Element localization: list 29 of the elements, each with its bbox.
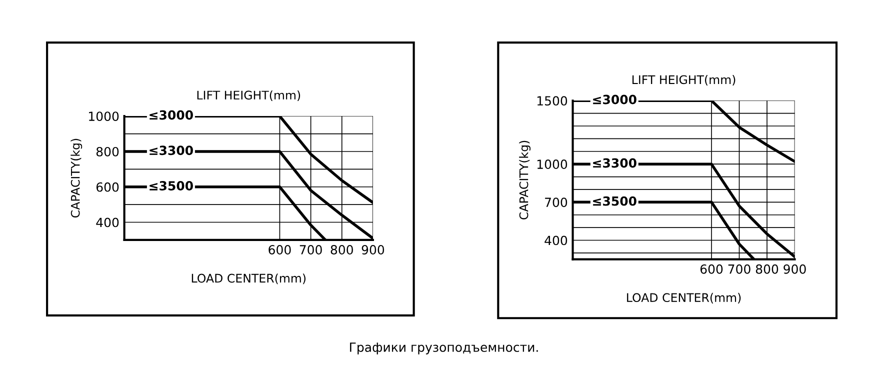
y-tick-label: 800 bbox=[96, 146, 119, 156]
x-tick-label: 600 bbox=[268, 245, 291, 254]
y-tick-label: 1000 bbox=[537, 160, 568, 170]
text: Графики грузоподъемности. bbox=[350, 342, 538, 354]
x-axis-title: LOAD CENTER(mm) bbox=[192, 274, 306, 284]
series-label: ≤3000 bbox=[150, 110, 193, 120]
x-tick-label: 900 bbox=[784, 264, 806, 274]
y-axis-title: CAPACITY(kg) bbox=[519, 140, 531, 220]
x-tick-label: 600 bbox=[700, 264, 723, 274]
y-tick-label: 1500 bbox=[537, 96, 568, 106]
x-tick-label: 800 bbox=[756, 264, 778, 274]
x-axis-title: LOAD CENTER(mm) bbox=[627, 292, 741, 304]
x-tick-label: 700 bbox=[300, 245, 322, 254]
series-label: ≤3500 bbox=[150, 181, 193, 190]
y-tick-label: 600 bbox=[96, 182, 119, 192]
y-tick-label: 400 bbox=[544, 236, 568, 246]
series-label: ≤3300 bbox=[150, 146, 193, 156]
series-label: ≤3500 bbox=[593, 196, 636, 206]
series-label: ≤3000 bbox=[593, 94, 636, 104]
series-label: ≤3300 bbox=[593, 158, 636, 168]
y-tick-label: 700 bbox=[545, 198, 568, 208]
x-tick-label: 900 bbox=[362, 245, 384, 254]
y-axis-title: CAPACITY(kg) bbox=[70, 138, 82, 218]
x-tick-label: 800 bbox=[330, 245, 353, 254]
y-tick-label: 1000 bbox=[89, 112, 119, 122]
y-tick-label: 400 bbox=[96, 218, 119, 228]
chart-title: LIFT HEIGHT(mm) bbox=[197, 90, 300, 101]
chart-title: LIFT HEIGHT(mm) bbox=[632, 74, 736, 86]
x-tick-label: 700 bbox=[728, 264, 750, 274]
